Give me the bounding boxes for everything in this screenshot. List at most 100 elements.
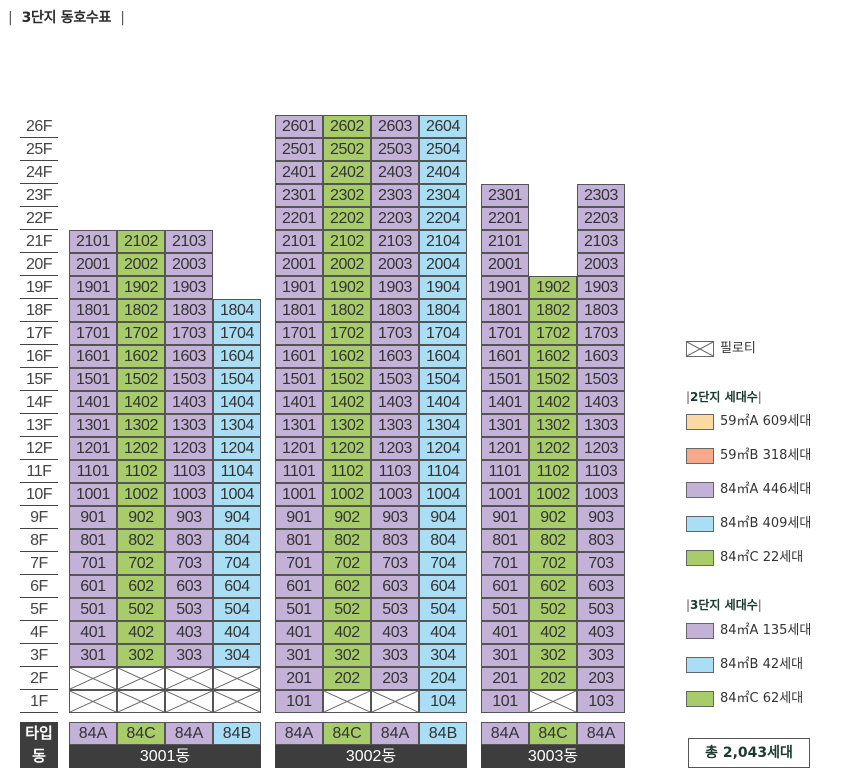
unit-cell[interactable]: 201 <box>275 667 323 690</box>
unit-cell[interactable]: 401 <box>481 621 529 644</box>
unit-cell[interactable]: 1901 <box>481 276 529 299</box>
unit-cell[interactable]: 1902 <box>323 276 371 299</box>
unit-cell[interactable]: 603 <box>165 575 213 598</box>
unit-cell[interactable]: 1304 <box>213 414 261 437</box>
unit-cell[interactable]: 2401 <box>275 161 323 184</box>
unit-cell[interactable]: 2103 <box>371 230 419 253</box>
unit-cell[interactable]: 301 <box>69 644 117 667</box>
unit-cell[interactable]: 1602 <box>529 345 577 368</box>
unit-cell[interactable]: 403 <box>577 621 625 644</box>
unit-cell[interactable]: 2501 <box>275 138 323 161</box>
unit-cell[interactable]: 803 <box>577 529 625 552</box>
unit-cell[interactable]: 1002 <box>117 483 165 506</box>
unit-cell[interactable]: 1001 <box>69 483 117 506</box>
unit-cell[interactable]: 1403 <box>165 391 213 414</box>
unit-cell[interactable]: 402 <box>529 621 577 644</box>
unit-cell[interactable]: 602 <box>117 575 165 598</box>
unit-cell[interactable]: 501 <box>481 598 529 621</box>
unit-cell[interactable]: 2003 <box>577 253 625 276</box>
unit-cell[interactable]: 1204 <box>419 437 467 460</box>
unit-cell[interactable]: 2402 <box>323 161 371 184</box>
unit-cell[interactable]: 101 <box>275 690 323 713</box>
unit-cell[interactable]: 201 <box>481 667 529 690</box>
unit-cell[interactable]: 603 <box>371 575 419 598</box>
unit-cell[interactable]: 1303 <box>165 414 213 437</box>
unit-cell[interactable]: 1903 <box>371 276 419 299</box>
unit-cell[interactable]: 803 <box>371 529 419 552</box>
unit-cell[interactable]: 1702 <box>529 322 577 345</box>
unit-cell[interactable]: 501 <box>69 598 117 621</box>
unit-cell[interactable]: 1102 <box>323 460 371 483</box>
unit-cell[interactable]: 1404 <box>213 391 261 414</box>
unit-cell[interactable]: 2201 <box>275 207 323 230</box>
unit-cell[interactable]: 1303 <box>577 414 625 437</box>
unit-cell[interactable]: 203 <box>577 667 625 690</box>
unit-cell[interactable]: 1401 <box>481 391 529 414</box>
unit-cell[interactable]: 1302 <box>117 414 165 437</box>
unit-cell[interactable]: 1503 <box>165 368 213 391</box>
unit-cell[interactable]: 903 <box>371 506 419 529</box>
unit-cell[interactable]: 802 <box>529 529 577 552</box>
unit-cell[interactable]: 1401 <box>275 391 323 414</box>
unit-cell[interactable]: 703 <box>371 552 419 575</box>
unit-cell[interactable]: 1504 <box>213 368 261 391</box>
unit-cell[interactable]: 302 <box>529 644 577 667</box>
unit-cell[interactable]: 301 <box>275 644 323 667</box>
unit-cell[interactable]: 1603 <box>371 345 419 368</box>
unit-cell[interactable]: 2503 <box>371 138 419 161</box>
unit-cell[interactable]: 2001 <box>69 253 117 276</box>
unit-cell[interactable]: 403 <box>165 621 213 644</box>
unit-cell[interactable]: 1104 <box>213 460 261 483</box>
unit-cell[interactable]: 1801 <box>275 299 323 322</box>
unit-cell[interactable]: 1402 <box>323 391 371 414</box>
unit-cell[interactable]: 1302 <box>529 414 577 437</box>
unit-cell[interactable]: 1704 <box>213 322 261 345</box>
unit-cell[interactable]: 1502 <box>529 368 577 391</box>
unit-cell[interactable]: 2101 <box>69 230 117 253</box>
unit-cell[interactable]: 1702 <box>117 322 165 345</box>
unit-cell[interactable]: 1704 <box>419 322 467 345</box>
unit-cell[interactable]: 1301 <box>481 414 529 437</box>
unit-cell[interactable]: 901 <box>69 506 117 529</box>
unit-cell[interactable]: 1903 <box>577 276 625 299</box>
unit-cell[interactable]: 802 <box>117 529 165 552</box>
unit-cell[interactable]: 402 <box>117 621 165 644</box>
unit-cell[interactable]: 1003 <box>165 483 213 506</box>
unit-cell[interactable]: 1801 <box>69 299 117 322</box>
unit-cell[interactable]: 1503 <box>371 368 419 391</box>
unit-cell[interactable]: 502 <box>323 598 371 621</box>
unit-cell[interactable]: 2002 <box>117 253 165 276</box>
unit-cell[interactable]: 302 <box>117 644 165 667</box>
unit-cell[interactable]: 2101 <box>275 230 323 253</box>
unit-cell[interactable]: 2001 <box>481 253 529 276</box>
unit-cell[interactable]: 1501 <box>481 368 529 391</box>
unit-cell[interactable]: 1803 <box>165 299 213 322</box>
unit-cell[interactable]: 802 <box>323 529 371 552</box>
unit-cell[interactable]: 1003 <box>371 483 419 506</box>
unit-cell[interactable]: 2403 <box>371 161 419 184</box>
unit-cell[interactable]: 204 <box>419 667 467 690</box>
unit-cell[interactable]: 902 <box>323 506 371 529</box>
unit-cell[interactable]: 302 <box>323 644 371 667</box>
unit-cell[interactable]: 1103 <box>577 460 625 483</box>
unit-cell[interactable]: 401 <box>275 621 323 644</box>
unit-cell[interactable]: 202 <box>323 667 371 690</box>
unit-cell[interactable]: 1904 <box>419 276 467 299</box>
unit-cell[interactable]: 504 <box>213 598 261 621</box>
unit-cell[interactable]: 1501 <box>275 368 323 391</box>
unit-cell[interactable]: 403 <box>371 621 419 644</box>
unit-cell[interactable]: 104 <box>419 690 467 713</box>
unit-cell[interactable]: 304 <box>213 644 261 667</box>
unit-cell[interactable]: 304 <box>419 644 467 667</box>
unit-cell[interactable]: 1503 <box>577 368 625 391</box>
unit-cell[interactable]: 1002 <box>529 483 577 506</box>
unit-cell[interactable]: 1802 <box>323 299 371 322</box>
unit-cell[interactable]: 502 <box>117 598 165 621</box>
unit-cell[interactable]: 903 <box>165 506 213 529</box>
unit-cell[interactable]: 602 <box>529 575 577 598</box>
unit-cell[interactable]: 303 <box>165 644 213 667</box>
unit-cell[interactable]: 901 <box>275 506 323 529</box>
unit-cell[interactable]: 101 <box>481 690 529 713</box>
unit-cell[interactable]: 1803 <box>577 299 625 322</box>
unit-cell[interactable]: 1001 <box>481 483 529 506</box>
